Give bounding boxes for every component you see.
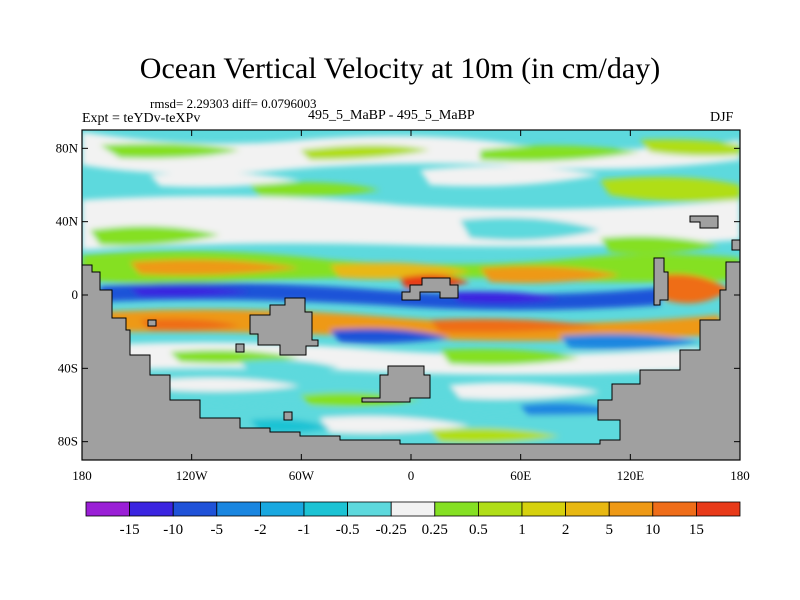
colorbar-swatch bbox=[477, 501, 523, 517]
colorbar-swatch bbox=[434, 501, 479, 517]
colorbar-swatch bbox=[696, 501, 741, 517]
colorbar-swatch bbox=[85, 501, 130, 517]
colorbar-label: 0.5 bbox=[469, 522, 488, 538]
colorbar-label: -0.25 bbox=[376, 522, 407, 538]
colorbar-label: -10 bbox=[163, 522, 183, 538]
lat-tick-label: 40N bbox=[56, 214, 79, 229]
colorbar-swatch bbox=[521, 501, 566, 517]
colorbar-label: -2 bbox=[254, 522, 267, 538]
colorbar-swatch bbox=[129, 501, 174, 517]
lon-tick-label: 120E bbox=[617, 468, 645, 483]
colorbar-label: 5 bbox=[605, 522, 613, 538]
colorbar-swatch bbox=[172, 501, 218, 517]
case-label: 495_5_MaBP - 495_5_MaBP bbox=[308, 108, 475, 123]
colorbar-swatch bbox=[608, 501, 654, 517]
experiment-label: Expt = teYDv-teXPv bbox=[82, 111, 201, 126]
colorbar: -15 -10 -5 -2 -1 -0.5 -0.25 0.25 0.5 1 2 5 10 15 bbox=[85, 501, 741, 538]
season-label: DJF bbox=[710, 110, 734, 125]
stats-label: rmsd= 2.29303 diff= 0.0796003 bbox=[150, 96, 317, 111]
colorbar-swatch bbox=[303, 501, 348, 517]
colorbar-label: 10 bbox=[645, 522, 660, 538]
colorbar-label: -0.5 bbox=[336, 522, 360, 538]
lat-tick-label: 80S bbox=[58, 434, 78, 449]
map-panel bbox=[82, 130, 740, 460]
longitude-axis: 180 120W 60W 0 60E 120E 180 bbox=[72, 130, 750, 483]
lon-tick-label: 180 bbox=[72, 468, 92, 483]
lon-tick-label: 60E bbox=[510, 468, 531, 483]
colorbar-label: 0.25 bbox=[422, 522, 448, 538]
latitude-axis: 80N 40N 0 40S 80S bbox=[56, 140, 740, 449]
colorbar-swatch bbox=[216, 501, 261, 517]
velocity-field bbox=[82, 132, 740, 460]
colorbar-swatch bbox=[652, 501, 697, 517]
colorbar-label: 2 bbox=[562, 522, 570, 538]
colorbar-swatch bbox=[347, 501, 392, 517]
colorbar-swatch bbox=[565, 501, 610, 517]
lon-tick-label: 60W bbox=[289, 468, 315, 483]
lon-tick-label: 0 bbox=[408, 468, 415, 483]
colorbar-label: -15 bbox=[120, 522, 140, 538]
land-mask bbox=[82, 215, 740, 460]
plot-title: Ocean Vertical Velocity at 10m (in cm/da… bbox=[139, 52, 661, 85]
lat-tick-label: 40S bbox=[58, 360, 78, 375]
lat-tick-label: 0 bbox=[72, 287, 79, 302]
lon-tick-label: 180 bbox=[730, 468, 750, 483]
colorbar-label: 15 bbox=[689, 522, 704, 538]
colorbar-label: -1 bbox=[298, 522, 311, 538]
colorbar-label: -5 bbox=[211, 522, 224, 538]
colorbar-swatch bbox=[390, 501, 436, 517]
lat-tick-label: 80N bbox=[56, 140, 79, 155]
colorbar-label: 1 bbox=[518, 522, 526, 538]
colorbar-swatch bbox=[259, 501, 305, 517]
lon-tick-label: 120W bbox=[176, 468, 209, 483]
